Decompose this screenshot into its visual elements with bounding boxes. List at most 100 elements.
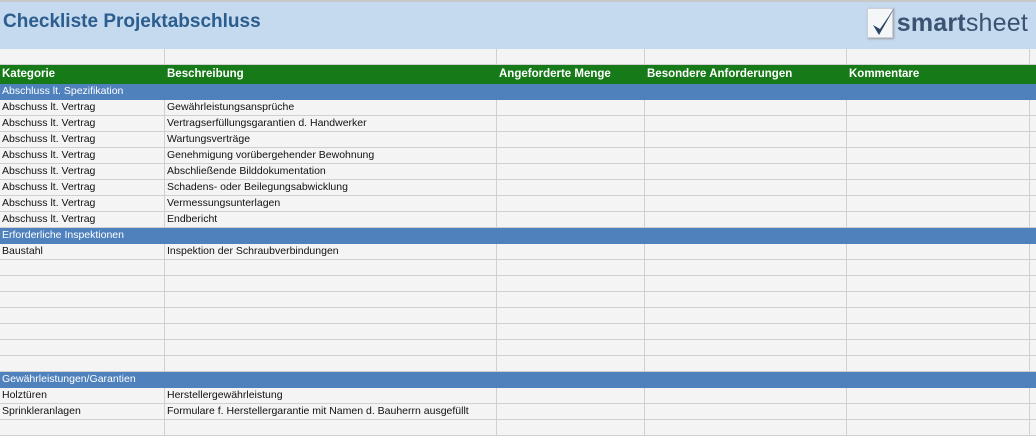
cell[interactable] xyxy=(847,132,1030,147)
cell[interactable] xyxy=(497,180,645,195)
cell[interactable]: Holztüren xyxy=(0,388,165,403)
empty-cell[interactable] xyxy=(645,324,847,339)
empty-cell[interactable] xyxy=(165,324,497,339)
cell[interactable]: Abschuss lt. Vertrag xyxy=(0,196,165,211)
cell[interactable] xyxy=(847,116,1030,131)
empty-cell[interactable] xyxy=(497,260,645,275)
empty-cell[interactable] xyxy=(0,308,165,323)
cell[interactable] xyxy=(847,244,1030,259)
cell[interactable] xyxy=(497,132,645,147)
empty-cell[interactable] xyxy=(497,324,645,339)
cell[interactable] xyxy=(847,404,1030,419)
empty-cell[interactable] xyxy=(645,420,847,435)
empty-cell[interactable] xyxy=(847,49,1030,64)
cell[interactable] xyxy=(645,212,847,227)
cell[interactable]: Vermessungsunterlagen xyxy=(165,196,497,211)
cell[interactable]: Vertragserfüllungsgarantien d. Handwerke… xyxy=(165,116,497,131)
column-header[interactable]: Kommentare xyxy=(849,68,920,80)
cell[interactable] xyxy=(497,388,645,403)
cell[interactable]: Abschuss lt. Vertrag xyxy=(0,148,165,163)
empty-cell[interactable] xyxy=(497,308,645,323)
empty-cell[interactable] xyxy=(645,260,847,275)
cell[interactable]: Endbericht xyxy=(165,212,497,227)
cell[interactable] xyxy=(645,388,847,403)
empty-cell[interactable] xyxy=(165,308,497,323)
cell[interactable]: Abschuss lt. Vertrag xyxy=(0,212,165,227)
cell[interactable] xyxy=(645,132,847,147)
empty-cell[interactable] xyxy=(645,356,847,371)
section-label[interactable]: Abschluss lt. Spezifikation xyxy=(2,85,124,97)
cell[interactable] xyxy=(847,100,1030,115)
empty-cell[interactable] xyxy=(645,340,847,355)
cell[interactable] xyxy=(645,116,847,131)
empty-cell[interactable] xyxy=(847,308,1030,323)
empty-cell[interactable] xyxy=(497,276,645,291)
cell[interactable]: Genehmigung vorübergehender Bewohnung xyxy=(165,148,497,163)
empty-cell[interactable] xyxy=(497,49,645,64)
cell[interactable]: Inspektion der Schraubverbindungen xyxy=(165,244,497,259)
empty-cell[interactable] xyxy=(847,276,1030,291)
cell[interactable]: Herstellergewährleistung xyxy=(165,388,497,403)
cell[interactable]: Baustahl xyxy=(0,244,165,259)
cell[interactable] xyxy=(847,196,1030,211)
cell[interactable] xyxy=(645,244,847,259)
empty-cell[interactable] xyxy=(847,292,1030,307)
cell[interactable] xyxy=(497,164,645,179)
empty-cell[interactable] xyxy=(0,260,165,275)
cell[interactable]: Abschuss lt. Vertrag xyxy=(0,116,165,131)
empty-cell[interactable] xyxy=(645,276,847,291)
cell[interactable] xyxy=(645,164,847,179)
cell[interactable]: Abschließende Bilddokumentation xyxy=(165,164,497,179)
cell[interactable] xyxy=(847,148,1030,163)
cell[interactable] xyxy=(497,404,645,419)
cell[interactable] xyxy=(847,388,1030,403)
cell[interactable] xyxy=(497,196,645,211)
empty-cell[interactable] xyxy=(497,292,645,307)
empty-cell[interactable] xyxy=(0,49,165,64)
empty-cell[interactable] xyxy=(847,260,1030,275)
cell[interactable] xyxy=(847,164,1030,179)
cell[interactable]: Schadens- oder Beilegungsabwicklung xyxy=(165,180,497,195)
cell[interactable]: Abschuss lt. Vertrag xyxy=(0,132,165,147)
cell[interactable] xyxy=(645,404,847,419)
empty-cell[interactable] xyxy=(497,340,645,355)
empty-cell[interactable] xyxy=(645,308,847,323)
section-label[interactable]: Erforderliche Inspektionen xyxy=(2,229,124,241)
column-header[interactable]: Besondere Anforderungen xyxy=(647,68,793,80)
empty-cell[interactable] xyxy=(165,49,497,64)
empty-cell[interactable] xyxy=(165,292,497,307)
cell[interactable] xyxy=(497,244,645,259)
cell[interactable] xyxy=(497,212,645,227)
empty-cell[interactable] xyxy=(497,420,645,435)
empty-cell[interactable] xyxy=(0,292,165,307)
cell[interactable]: Abschuss lt. Vertrag xyxy=(0,164,165,179)
empty-cell[interactable] xyxy=(0,340,165,355)
empty-cell[interactable] xyxy=(645,49,847,64)
cell[interactable] xyxy=(497,148,645,163)
cell[interactable]: Abschuss lt. Vertrag xyxy=(0,180,165,195)
cell[interactable] xyxy=(645,100,847,115)
empty-cell[interactable] xyxy=(165,260,497,275)
column-header[interactable]: Kategorie xyxy=(2,68,56,80)
cell[interactable]: Sprinkleranlagen xyxy=(0,404,165,419)
cell[interactable] xyxy=(497,116,645,131)
cell[interactable]: Gewährleistungsansprüche xyxy=(165,100,497,115)
empty-cell[interactable] xyxy=(165,356,497,371)
cell[interactable] xyxy=(847,180,1030,195)
cell[interactable] xyxy=(645,148,847,163)
empty-cell[interactable] xyxy=(847,356,1030,371)
cell[interactable]: Abschuss lt. Vertrag xyxy=(0,100,165,115)
column-header[interactable]: Beschreibung xyxy=(167,68,244,80)
empty-cell[interactable] xyxy=(645,292,847,307)
empty-cell[interactable] xyxy=(165,340,497,355)
empty-cell[interactable] xyxy=(847,324,1030,339)
section-label[interactable]: Gewährleistungen/Garantien xyxy=(2,373,136,385)
cell[interactable]: Formulare f. Herstellergarantie mit Name… xyxy=(165,404,497,419)
empty-cell[interactable] xyxy=(0,356,165,371)
empty-cell[interactable] xyxy=(0,276,165,291)
empty-cell[interactable] xyxy=(165,420,497,435)
empty-cell[interactable] xyxy=(497,356,645,371)
column-header[interactable]: Angeforderte Menge xyxy=(499,68,611,80)
cell[interactable] xyxy=(645,180,847,195)
cell[interactable] xyxy=(497,100,645,115)
